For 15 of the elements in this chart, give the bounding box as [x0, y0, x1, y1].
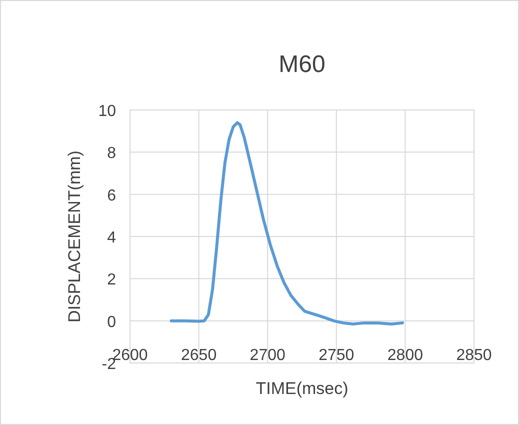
- y-tick-label: 2: [107, 272, 116, 289]
- line-series: [170, 121, 404, 326]
- y-tick-label: 0: [107, 314, 116, 331]
- x-axis-title: TIME(msec): [256, 379, 348, 398]
- x-tick-label: 2800: [387, 347, 424, 364]
- y-tick-label: 8: [107, 145, 116, 162]
- y-tick-label: 4: [107, 230, 116, 246]
- x-tick-label: 2850: [456, 347, 492, 364]
- x-tick-label: 2650: [181, 347, 217, 364]
- y-axis-title: DISPLACEMENT(mm): [65, 150, 84, 322]
- chart-title: M60: [278, 51, 326, 78]
- y-tick-label: 6: [107, 187, 116, 204]
- y-tick-label: 10: [98, 103, 116, 120]
- x-tick-label: 2700: [250, 347, 286, 364]
- x-tick-label: 2750: [318, 347, 354, 364]
